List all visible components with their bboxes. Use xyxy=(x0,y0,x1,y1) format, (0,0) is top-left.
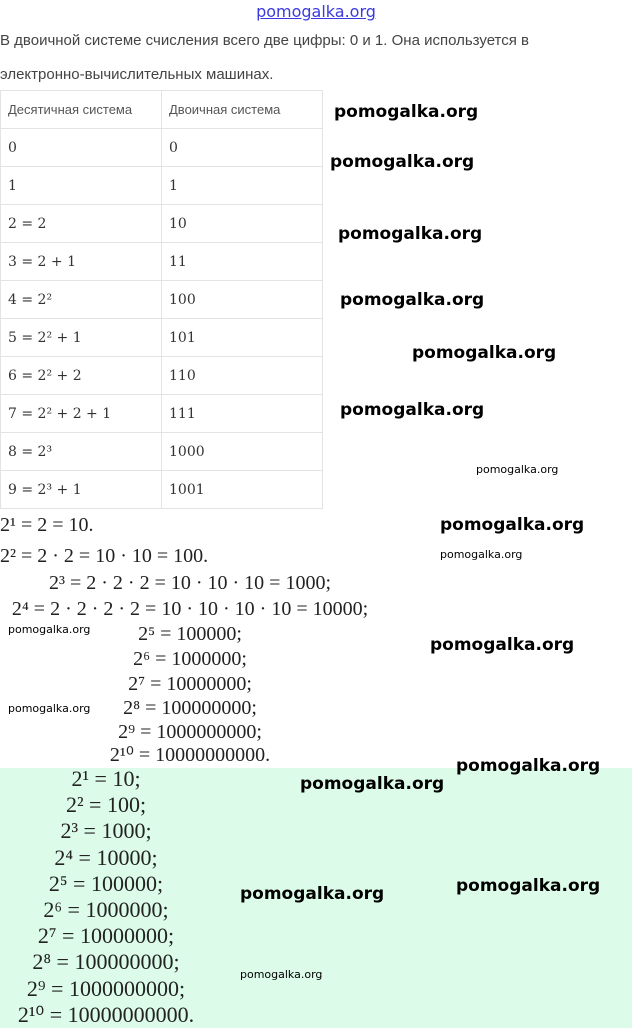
watermark: pomogalka.org xyxy=(440,548,523,561)
intro-line-2: электронно-вычислительных машинах. xyxy=(0,66,274,83)
equation-line: 2¹⁰ = 10000000000. xyxy=(109,744,271,766)
site-header-link[interactable]: pomogalka.org xyxy=(256,2,376,21)
equation-line: 2⁷ = 10000000; xyxy=(37,923,175,949)
equation-line: 2⁵ = 100000; xyxy=(48,870,164,896)
binary-cell: 0 xyxy=(161,128,323,167)
decimal-cell: 1 xyxy=(0,166,162,205)
equation-line: 2³ = 2 · 2 · 2 = 10 · 10 · 10 = 1000; xyxy=(48,572,332,594)
table-row: 6 = 2² + 2 110 xyxy=(0,356,323,395)
equation-line: 2⁸ = 100000000; xyxy=(123,697,257,719)
highlight-block xyxy=(0,768,632,1028)
equation-line: 2¹⁰ = 10000000000. xyxy=(17,1001,195,1027)
decimal-cell: 9 = 2³ + 1 xyxy=(0,470,162,509)
equation-line: 2² = 2 · 2 = 10 · 10 = 100. xyxy=(0,545,209,567)
equation-line: 2³ = 1000; xyxy=(60,818,152,844)
intro-line-1: В двоичной системе счисления всего две ц… xyxy=(0,32,529,49)
equation-line: 2⁹ = 1000000000; xyxy=(26,975,186,1001)
decimal-cell: 6 = 2² + 2 xyxy=(0,356,162,395)
binary-cell: 101 xyxy=(161,318,323,357)
watermark: pomogalka.org xyxy=(340,400,485,420)
watermark: pomogalka.org xyxy=(456,756,601,776)
watermark: pomogalka.org xyxy=(240,884,385,904)
table-row: 7 = 2² + 2 + 1 111 xyxy=(0,394,323,433)
watermark: pomogalka.org xyxy=(334,102,479,122)
watermark: pomogalka.org xyxy=(476,463,559,476)
watermark: pomogalka.org xyxy=(440,515,585,535)
binary-cell: 1 xyxy=(161,166,323,205)
header-decimal: Десятичная система xyxy=(0,90,162,129)
binary-cell: 100 xyxy=(161,280,323,319)
decimal-cell: 0 xyxy=(0,128,162,167)
binary-cell: 1001 xyxy=(161,470,323,509)
table-row: 9 = 2³ + 1 1001 xyxy=(0,470,323,509)
equation-line: 2⁴ = 10000; xyxy=(54,844,158,870)
decimal-cell: 5 = 2² + 1 xyxy=(0,318,162,357)
equation-line: 2² = 100; xyxy=(65,792,147,818)
binary-cell: 10 xyxy=(161,204,323,243)
equation-line: 2⁵ = 100000; xyxy=(138,623,242,645)
equation-line: 2⁶ = 1000000; xyxy=(133,648,247,670)
binary-cell: 110 xyxy=(161,356,323,395)
header-binary: Двоичная система xyxy=(161,90,323,129)
binary-cell: 1000 xyxy=(161,432,323,471)
equation-line: 2⁹ = 1000000000; xyxy=(118,721,262,743)
watermark: pomogalka.org xyxy=(240,968,323,981)
table-row: 5 = 2² + 1 101 xyxy=(0,318,323,357)
equation-line: 2¹ = 2 = 10. xyxy=(0,514,94,536)
table-row: 2 = 2 10 xyxy=(0,204,323,243)
watermark: pomogalka.org xyxy=(430,635,575,655)
watermark: pomogalka.org xyxy=(8,623,91,636)
table-row: 4 = 2² 100 xyxy=(0,280,323,319)
watermark: pomogalka.org xyxy=(338,224,483,244)
watermark: pomogalka.org xyxy=(8,702,91,715)
watermark: pomogalka.org xyxy=(412,343,557,363)
decimal-cell: 8 = 2³ xyxy=(0,432,162,471)
decimal-cell: 3 = 2 + 1 xyxy=(0,242,162,281)
equation-line: 2⁷ = 10000000; xyxy=(128,673,252,695)
equation-line: 2¹ = 10; xyxy=(71,766,141,791)
equation-line: 2⁶ = 1000000; xyxy=(43,897,169,922)
binary-cell: 11 xyxy=(161,242,323,281)
table-row: 3 = 2 + 1 11 xyxy=(0,242,323,281)
binary-cell: 111 xyxy=(161,394,323,433)
decimal-cell: 7 = 2² + 2 + 1 xyxy=(0,394,162,433)
watermark: pomogalka.org xyxy=(456,876,601,896)
equation-line: 2⁸ = 100000000; xyxy=(32,949,180,975)
watermark: pomogalka.org xyxy=(340,290,485,310)
watermark: pomogalka.org xyxy=(300,774,445,794)
table-row: 8 = 2³ 1000 xyxy=(0,432,323,471)
decimal-cell: 4 = 2² xyxy=(0,280,162,319)
equation-line: 2⁴ = 2 · 2 · 2 · 2 = 10 · 10 · 10 · 10 =… xyxy=(11,598,369,620)
decimal-cell: 2 = 2 xyxy=(0,204,162,243)
watermark: pomogalka.org xyxy=(330,152,475,172)
